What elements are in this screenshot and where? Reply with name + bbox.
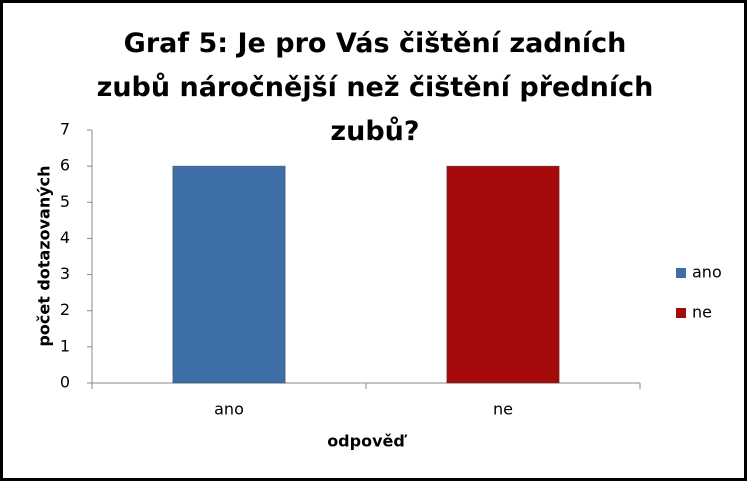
y-tick-label: 6 [60, 156, 70, 175]
y-tick-label: 7 [60, 120, 70, 139]
x-tick-label: ano [214, 400, 244, 419]
y-tick-label: 5 [60, 192, 70, 211]
legend-label: ne [692, 303, 712, 322]
y-tick-label: 1 [60, 336, 70, 355]
y-tick-label: 2 [60, 300, 70, 319]
y-tick-label: 0 [60, 373, 70, 392]
x-tick-label: ne [493, 400, 513, 419]
x-axis-label: odpověď [327, 432, 407, 451]
y-axis-label: počet dotazovaných [35, 165, 54, 346]
bar [446, 165, 560, 384]
bar [172, 165, 286, 384]
chart-title: Graf 5: Je pro Vás čištění zadních zubů … [96, 28, 654, 147]
legend-label: ano [692, 263, 722, 282]
legend-swatch [676, 308, 686, 318]
legend-swatch [676, 268, 686, 278]
y-tick-label: 4 [60, 228, 70, 247]
y-tick-label: 3 [60, 264, 70, 283]
